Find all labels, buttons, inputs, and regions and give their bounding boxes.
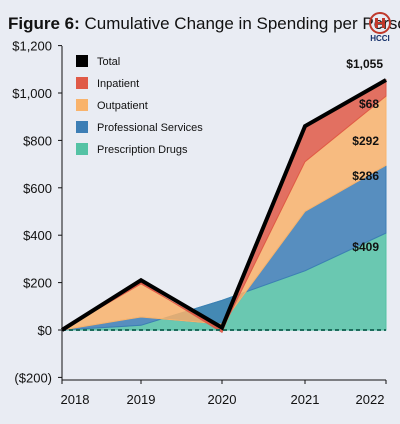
legend-label: Prescription Drugs xyxy=(97,144,188,156)
y-tick-label: $200 xyxy=(23,276,52,291)
data-label: $409 xyxy=(352,240,379,254)
legend-swatch xyxy=(76,121,88,133)
area-inpatient xyxy=(61,79,387,334)
legend-label: Total xyxy=(97,56,120,68)
x-tick-label: 2021 xyxy=(291,392,320,407)
legend-label: Professional Services xyxy=(97,122,203,134)
legend-swatch xyxy=(76,99,88,111)
legend-label: Inpatient xyxy=(97,78,139,90)
y-tick-label: $1,200 xyxy=(12,39,52,54)
legend-label: Outpatient xyxy=(97,100,148,112)
chart-title: Figure 6: Cumulative Change in Spending … xyxy=(8,14,400,34)
data-label: $286 xyxy=(352,169,379,183)
hcci-emblem-icon xyxy=(369,12,391,34)
y-tick-label: $800 xyxy=(23,133,52,148)
legend-swatch xyxy=(76,143,88,155)
data-label: $68 xyxy=(359,97,379,111)
data-label: $1,055 xyxy=(346,57,383,71)
logo-text: HCCI xyxy=(370,34,390,43)
x-tick-label: 2022 xyxy=(356,392,385,407)
y-tick-label: ($200) xyxy=(14,370,52,385)
y-tick-label: $600 xyxy=(23,181,52,196)
data-label: $292 xyxy=(352,134,379,148)
total-line xyxy=(60,78,387,332)
legend-swatch xyxy=(76,77,88,89)
legend-swatch xyxy=(76,55,88,67)
hcci-logo: HCCI xyxy=(368,12,392,46)
figure-title: Cumulative Change in Spending per Person xyxy=(84,14,400,33)
y-tick-label: $400 xyxy=(23,228,52,243)
y-tick-label: $0 xyxy=(38,323,52,338)
x-tick-label: 2020 xyxy=(208,392,237,407)
y-tick-label: $1,000 xyxy=(12,86,52,101)
x-tick-label: 2018 xyxy=(61,392,90,407)
figure-number: Figure 6: xyxy=(8,14,80,33)
x-tick-label: 2019 xyxy=(127,392,156,407)
